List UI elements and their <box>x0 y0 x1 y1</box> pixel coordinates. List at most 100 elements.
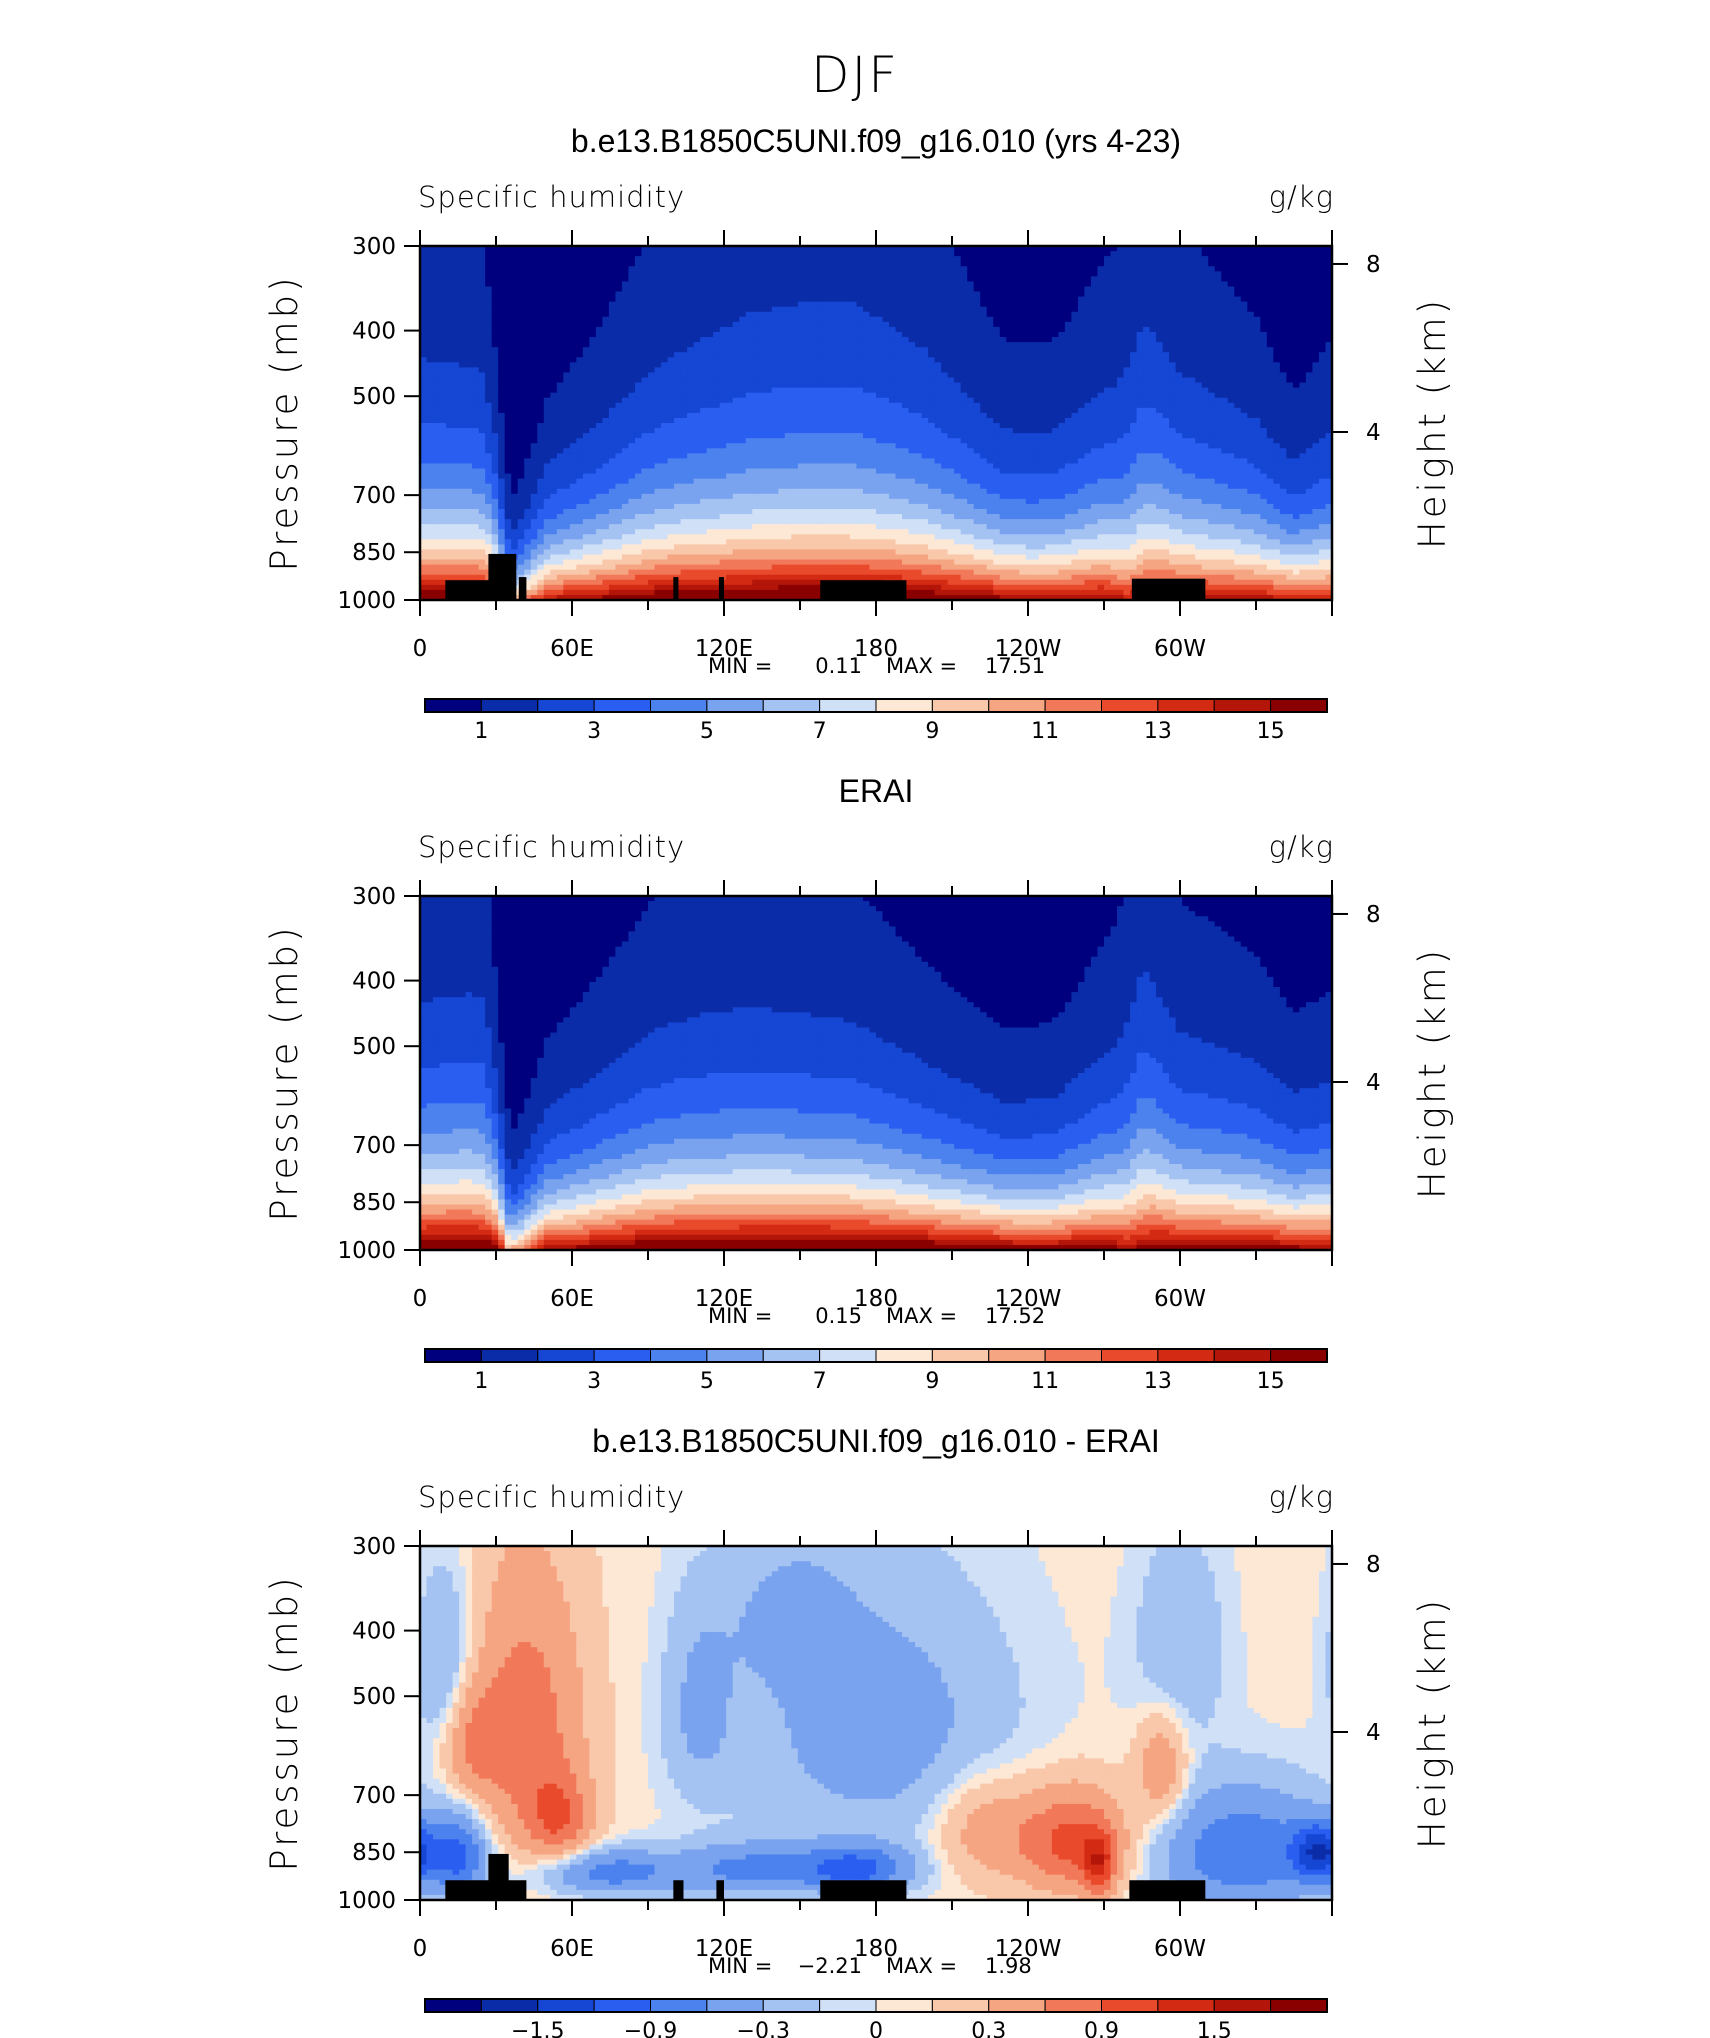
panel-title: b.e13.B1850C5UNI.f09_g16.010 - ERAI <box>592 1423 1159 1459</box>
right-string: g/kg <box>1269 180 1334 214</box>
figure-title: DJF <box>811 46 899 104</box>
panel-title: ERAI <box>839 773 914 809</box>
min-value: 0.11 <box>815 654 862 678</box>
max-value: 17.52 <box>985 1304 1045 1328</box>
y-tick-label: 1000 <box>337 1238 396 1264</box>
colorbar-box <box>1045 699 1101 712</box>
y-right-tick-label: 8 <box>1366 902 1381 928</box>
panel-title: b.e13.B1850C5UNI.f09_g16.010 (yrs 4-23) <box>571 123 1181 159</box>
y-axis-label: Pressure (mb) <box>263 274 306 571</box>
min-label: MIN = <box>708 654 772 678</box>
colorbar-box <box>1102 699 1158 712</box>
colorbar-label: 0.9 <box>1084 2019 1119 2038</box>
y-tick-label: 300 <box>352 234 396 260</box>
colorbar-box <box>425 1349 481 1362</box>
min-label: MIN = <box>708 1304 772 1328</box>
y-axis-label-right: Height (km) <box>1411 947 1454 1199</box>
terrain-mask <box>820 580 906 600</box>
colorbar-box <box>594 1349 650 1362</box>
y-tick-label: 300 <box>352 884 396 910</box>
colorbar-box <box>1271 1349 1327 1362</box>
colorbar-label: 1 <box>474 719 488 744</box>
x-tick-label: 60W <box>1154 1286 1206 1312</box>
colorbar-box <box>763 1999 819 2012</box>
y-axis-label: Pressure (mb) <box>263 1574 306 1871</box>
colorbar-label: −0.3 <box>737 2019 790 2038</box>
terrain-mask <box>445 1880 526 1900</box>
x-tick-label: 60W <box>1154 1936 1206 1962</box>
colorbar-box <box>1214 1349 1270 1362</box>
y-tick-label: 1000 <box>337 588 396 614</box>
y-right-tick-label: 8 <box>1366 1552 1381 1578</box>
terrain-mask <box>488 1854 508 1900</box>
terrain-mask <box>719 577 724 600</box>
min-label: MIN = <box>708 1954 772 1978</box>
contour-field <box>420 1546 1333 1901</box>
y-tick-label: 700 <box>352 1133 396 1159</box>
terrain-mask <box>673 1880 683 1900</box>
terrain-mask <box>673 577 678 600</box>
right-string: g/kg <box>1269 830 1334 864</box>
y-right-tick-label: 4 <box>1366 420 1381 446</box>
colorbar: 1 3 5 7 9 11 13 15 <box>425 699 1327 744</box>
colorbar-box <box>538 1349 594 1362</box>
x-tick-label: 60E <box>550 1936 594 1962</box>
colorbar: 1 3 5 7 9 11 13 15 <box>425 1349 1327 1394</box>
colorbar-box <box>876 1999 932 2012</box>
colorbar-box <box>707 1999 763 2012</box>
x-tick-label: 0 <box>413 1286 428 1312</box>
max-label: MAX = <box>886 654 957 678</box>
colorbar-label: −1.5 <box>511 2019 564 2038</box>
min-value: 0.15 <box>815 1304 862 1328</box>
colorbar-label: 1 <box>474 1369 488 1394</box>
colorbar-box <box>876 1349 932 1362</box>
colorbar-box <box>932 1349 988 1362</box>
colorbar-box <box>1102 1349 1158 1362</box>
colorbar-box <box>1102 1999 1158 2012</box>
y-tick-label: 400 <box>352 1619 396 1645</box>
x-tick-label: 0 <box>413 636 428 662</box>
right-string: g/kg <box>1269 1480 1334 1514</box>
colorbar-box <box>707 1349 763 1362</box>
colorbar-box <box>989 699 1045 712</box>
x-tick-label: 0 <box>413 1936 428 1962</box>
colorbar-box <box>651 1349 707 1362</box>
terrain-mask <box>519 577 527 600</box>
colorbar-box <box>820 1349 876 1362</box>
colorbar-box <box>820 1999 876 2012</box>
colorbar-label: 3 <box>587 1369 601 1394</box>
colorbar-box <box>425 1999 481 2012</box>
colorbar-box <box>481 699 537 712</box>
colorbar-label: −0.9 <box>624 2019 677 2038</box>
colorbar-label: 3 <box>587 719 601 744</box>
max-value: 17.51 <box>985 654 1045 678</box>
left-string: Specific humidity <box>418 1480 685 1514</box>
y-axis-label: Pressure (mb) <box>263 924 306 1221</box>
panel-3: b.e13.B1850C5UNI.f09_g16.010 - ERAI Speci… <box>263 1423 1454 2038</box>
y-tick-label: 850 <box>352 1840 396 1866</box>
y-right-tick-label: 4 <box>1366 1070 1381 1096</box>
colorbar-label: 5 <box>700 719 714 744</box>
x-tick-label: 60E <box>550 636 594 662</box>
colorbar-label: 11 <box>1031 719 1059 744</box>
left-string: Specific humidity <box>418 180 685 214</box>
colorbar-label: 7 <box>813 719 827 744</box>
y-tick-label: 850 <box>352 540 396 566</box>
terrain-mask <box>1132 579 1205 600</box>
y-right-tick-label: 4 <box>1366 1720 1381 1746</box>
colorbar-box <box>989 1349 1045 1362</box>
y-tick-label: 700 <box>352 483 396 509</box>
y-tick-label: 700 <box>352 1783 396 1809</box>
colorbar-box <box>1158 1999 1214 2012</box>
contour-field <box>420 896 1333 1251</box>
colorbar-box <box>763 1349 819 1362</box>
colorbar-box <box>481 1349 537 1362</box>
colorbar-box <box>1045 1999 1101 2012</box>
y-axis-label-right: Height (km) <box>1411 1597 1454 1849</box>
colorbar-box <box>538 1999 594 2012</box>
max-value: 1.98 <box>985 1954 1032 1978</box>
colorbar-label: 7 <box>813 1369 827 1394</box>
max-label: MAX = <box>886 1954 957 1978</box>
colorbar-box <box>1214 699 1270 712</box>
